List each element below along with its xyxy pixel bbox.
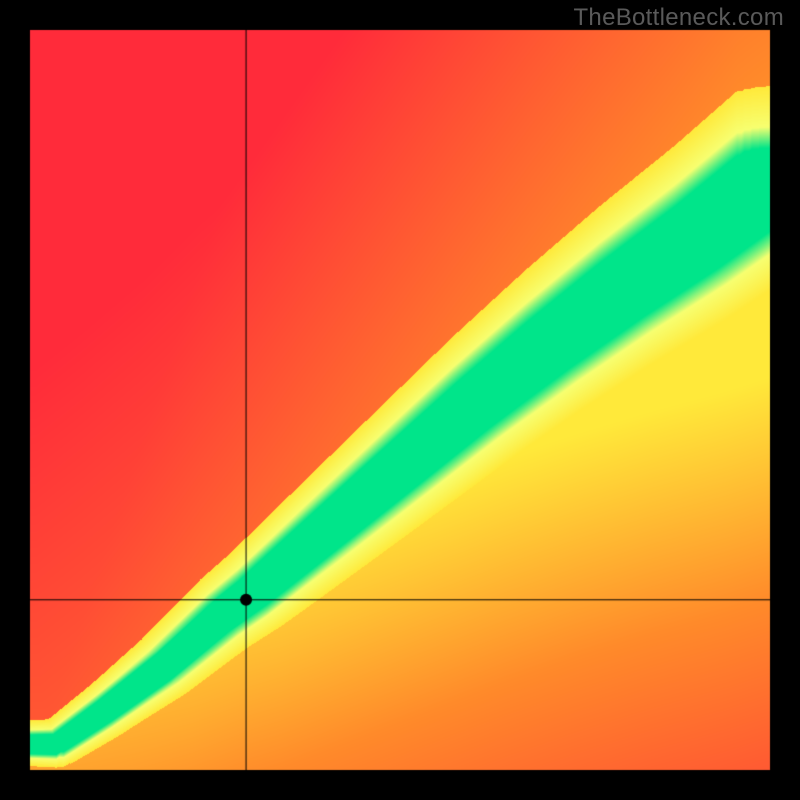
heatmap-canvas (0, 0, 800, 800)
watermark-text: TheBottleneck.com (573, 4, 784, 32)
chart-container: TheBottleneck.com (0, 0, 800, 800)
